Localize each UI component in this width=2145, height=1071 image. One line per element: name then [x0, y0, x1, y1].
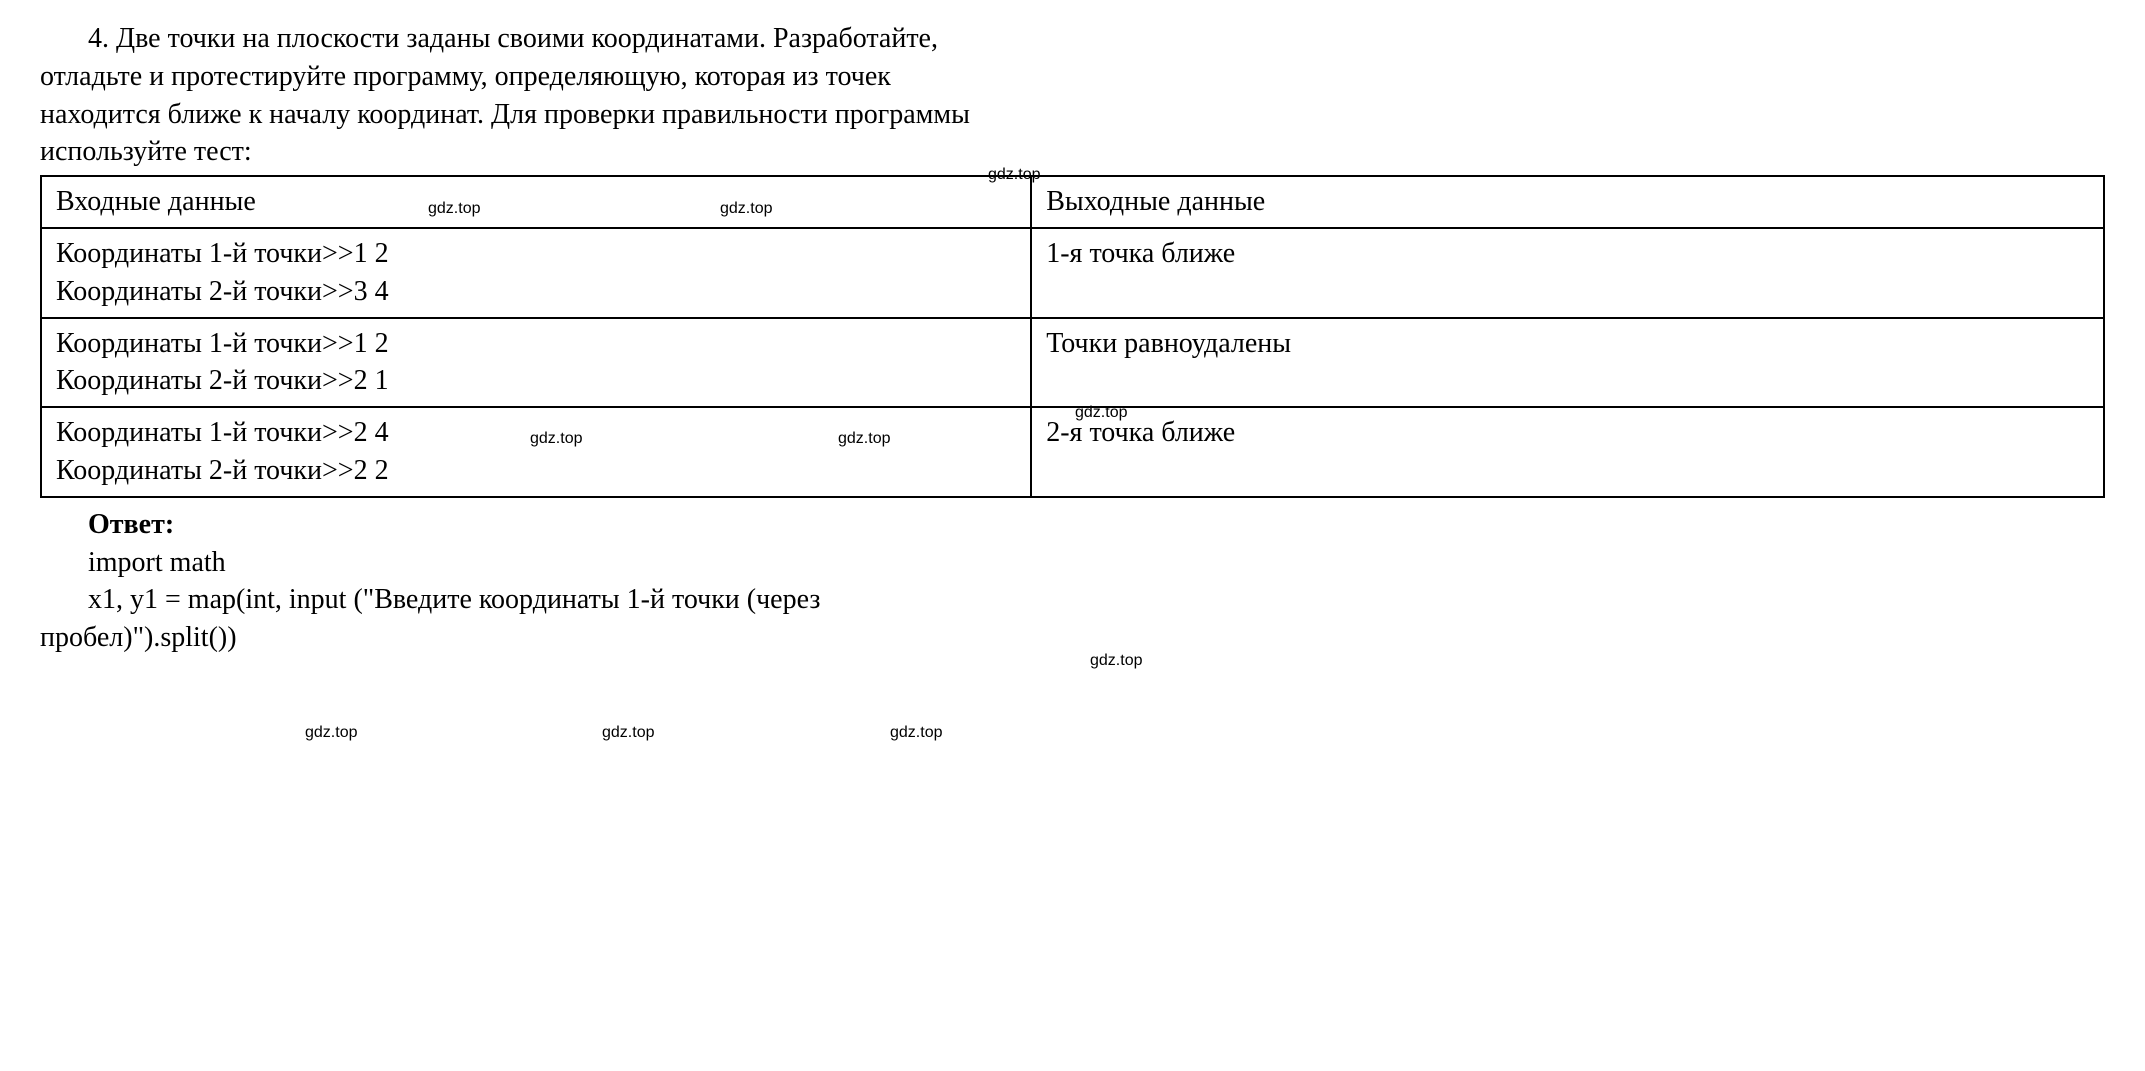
code-line: x1, y1 = map(int, input ("Введите коорди…	[40, 581, 2105, 619]
problem-line-3: находится ближе к началу координат. Для …	[40, 96, 2105, 134]
problem-line-1: 4. Две точки на плоскости заданы своими …	[40, 20, 2105, 58]
input-line: Координаты 1-й точки>>1 2	[56, 235, 1016, 273]
input-line: Координаты 2-й точки>>2 2	[56, 452, 1016, 490]
output-cell: 1-я точка ближе	[1031, 228, 2104, 318]
page-container: 4. Две точки на плоскости заданы своими …	[40, 20, 2105, 657]
watermark: gdz.top	[890, 722, 942, 744]
input-line: Координаты 1-й точки>>1 2	[56, 325, 1016, 363]
table-row: Координаты 1-й точки>>1 2 Координаты 2-й…	[41, 228, 2104, 318]
code-line: import math	[40, 544, 2105, 582]
answer-label: Ответ:	[40, 506, 2105, 544]
watermark: gdz.top	[305, 722, 357, 744]
problem-statement: 4. Две точки на плоскости заданы своими …	[40, 20, 2105, 171]
output-cell: 2-я точка ближе	[1031, 407, 2104, 497]
output-cell: Точки равноудалены	[1031, 318, 2104, 408]
input-line: Координаты 1-й точки>>2 4	[56, 414, 1016, 452]
input-cell: Координаты 1-й точки>>1 2 Координаты 2-й…	[41, 228, 1031, 318]
header-output: Выходные данные	[1031, 176, 2104, 228]
problem-line-4: используйте тест:	[40, 133, 2105, 171]
table-header-row: Входные данные Выходные данные	[41, 176, 2104, 228]
header-input: Входные данные	[41, 176, 1031, 228]
problem-line-2: отладьте и протестируйте программу, опре…	[40, 58, 2105, 96]
table-row: Координаты 1-й точки>>2 4 Координаты 2-й…	[41, 407, 2104, 497]
input-line: Координаты 2-й точки>>2 1	[56, 362, 1016, 400]
table-row: Координаты 1-й точки>>1 2 Координаты 2-й…	[41, 318, 2104, 408]
input-cell: Координаты 1-й точки>>2 4 Координаты 2-й…	[41, 407, 1031, 497]
input-line: Координаты 2-й точки>>3 4	[56, 273, 1016, 311]
test-table: Входные данные Выходные данные Координат…	[40, 175, 2105, 498]
watermark: gdz.top	[602, 722, 654, 744]
code-line: пробел)").split())	[40, 619, 2105, 657]
input-cell: Координаты 1-й точки>>1 2 Координаты 2-й…	[41, 318, 1031, 408]
